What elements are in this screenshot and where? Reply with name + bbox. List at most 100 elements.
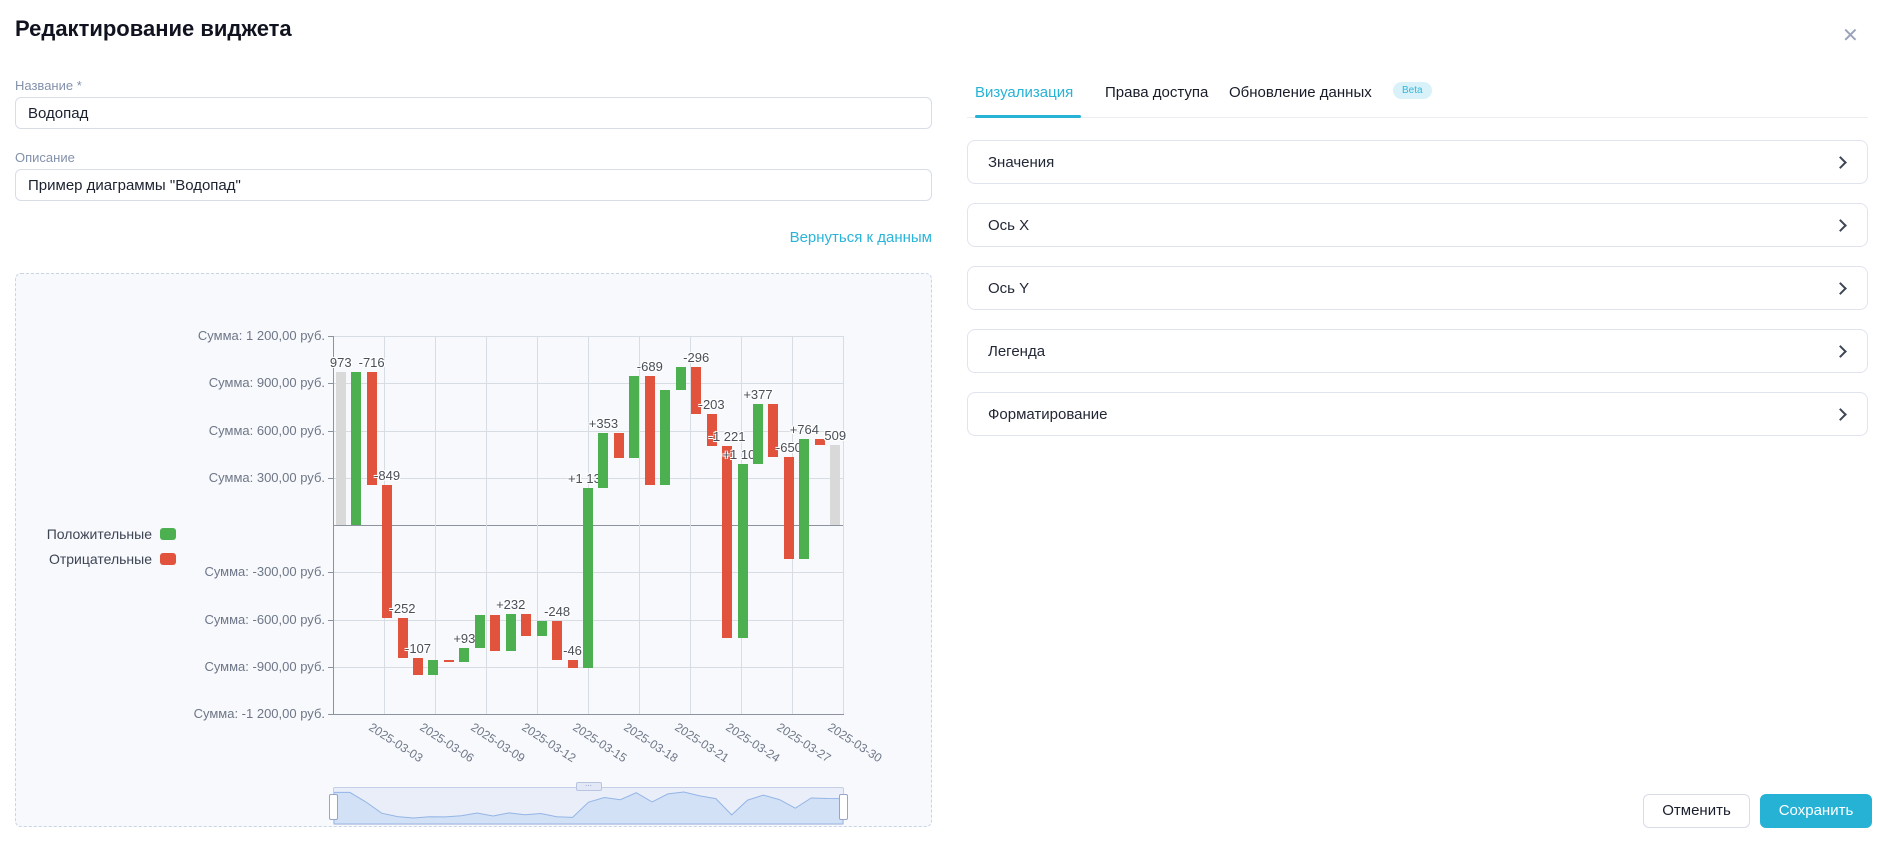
name-input[interactable] <box>15 97 932 129</box>
waterfall-bar <box>660 390 671 485</box>
waterfall-bar <box>799 438 810 560</box>
legend-label: Отрицательные <box>48 551 152 567</box>
y-tick <box>328 714 333 715</box>
bar-value-label: -849 <box>374 467 401 483</box>
y-tick <box>328 619 333 621</box>
y-axis-label: Сумма: 1 200,00 руб. <box>197 328 325 343</box>
x-gridline <box>486 336 487 714</box>
waterfall-bar <box>737 463 748 639</box>
y-tick <box>328 572 333 574</box>
y-tick <box>328 336 333 337</box>
bar-value-label: -248 <box>544 604 571 620</box>
bar-value-label: -1 221 <box>708 428 746 444</box>
waterfall-bar <box>552 621 563 661</box>
bar-value-label: +353 <box>588 415 619 431</box>
beta-badge: Beta <box>1393 82 1432 99</box>
legend-swatch-positive <box>160 528 176 540</box>
waterfall-bar <box>351 371 362 525</box>
bar-value-label: 509 <box>824 427 847 443</box>
description-input[interactable] <box>15 169 932 201</box>
waterfall-bar <box>366 371 377 485</box>
bar-value-label: +377 <box>743 387 773 403</box>
name-field-label: Название * <box>15 78 82 93</box>
y-axis-label: Сумма: -600,00 руб. <box>204 611 325 627</box>
save-button[interactable]: Сохранить <box>1760 794 1872 828</box>
waterfall-bar <box>691 367 702 414</box>
waterfall-bar <box>644 376 655 485</box>
waterfall-bar <box>474 615 485 648</box>
waterfall-bar <box>675 367 686 391</box>
tab-visualization[interactable]: Визуализация <box>975 84 1074 101</box>
bar-value-label: +764 <box>789 421 819 437</box>
waterfall-bar <box>814 438 825 445</box>
widget-preview-panel: Положительные Отрицательные Сумма: 1 200… <box>15 273 932 827</box>
active-tab-underline <box>975 115 1081 118</box>
accordion-formatting[interactable]: Форматирование <box>967 392 1868 436</box>
legend-label: Положительные <box>46 526 152 542</box>
waterfall-bar <box>613 432 624 459</box>
x-gridline <box>843 336 844 714</box>
close-icon[interactable]: ✕ <box>1842 25 1859 47</box>
legend-item-negative: Отрицательные <box>26 551 176 567</box>
bar-value-label: -252 <box>389 601 416 617</box>
waterfall-bar <box>706 413 717 446</box>
datazoom-slider[interactable]: ⋯ <box>329 782 848 825</box>
waterfall-bar <box>490 615 501 651</box>
x-axis-date-label: 2025-03-12 <box>519 720 579 766</box>
bar-value-label: +93 <box>453 630 476 646</box>
waterfall-bar <box>629 376 640 459</box>
accordion-title: Легенда <box>988 343 1046 360</box>
waterfall-bar <box>397 618 408 658</box>
y-tick <box>328 430 333 432</box>
bar-value-label: -716 <box>358 354 385 370</box>
legend-swatch-negative <box>160 553 176 565</box>
accordion-legend[interactable]: Легенда <box>967 329 1868 373</box>
cancel-button[interactable]: Отменить <box>1643 794 1750 828</box>
tab-access-rights[interactable]: Права доступа <box>1105 84 1209 101</box>
bar-value-label: -46 <box>563 643 582 659</box>
waterfall-bar <box>583 488 593 668</box>
x-axis-date-label: 2025-03-03 <box>366 720 426 766</box>
chevron-right-icon <box>1834 156 1847 169</box>
chevron-right-icon <box>1834 282 1847 295</box>
x-gridline <box>435 336 436 714</box>
datazoom-right-handle[interactable] <box>839 794 848 820</box>
accordion-values[interactable]: Значения <box>967 140 1868 184</box>
chevron-right-icon <box>1834 219 1847 232</box>
chart-legend: Положительные Отрицательные <box>26 526 176 576</box>
x-axis-date-label: 2025-03-15 <box>570 720 630 766</box>
x-gridline <box>639 336 640 714</box>
page-title: Редактирование виджета <box>15 16 292 41</box>
waterfall-bar <box>413 657 423 675</box>
y-tick <box>328 383 333 385</box>
bar-value-label: -203 <box>698 396 725 412</box>
bar-value-label: -650 <box>775 439 802 455</box>
chevron-right-icon <box>1834 408 1847 421</box>
y-axis-label: Сумма: 900,00 руб. <box>208 375 325 391</box>
legend-item-positive: Положительные <box>26 526 176 542</box>
description-field-label: Описание <box>15 150 75 165</box>
datazoom-grip-icon[interactable]: ⋯ <box>575 782 602 791</box>
back-to-data-link[interactable]: Вернуться к данным <box>789 229 932 246</box>
bar-value-label: -689 <box>636 359 663 375</box>
bar-value-label: -296 <box>683 350 710 366</box>
accordion-title: Форматирование <box>988 406 1108 423</box>
waterfall-bar <box>521 614 532 637</box>
x-axis-date-label: 2025-03-06 <box>417 720 477 766</box>
bar-value-label: 973 <box>329 354 352 370</box>
accordion-y-axis[interactable]: Ось Y <box>967 266 1868 310</box>
waterfall-bar <box>428 659 439 675</box>
settings-tabs: Визуализация Права доступа Обновление да… <box>967 70 1868 118</box>
datazoom-left-handle[interactable] <box>329 794 338 820</box>
x-gridline <box>333 336 334 714</box>
waterfall-bar <box>382 484 393 619</box>
y-tick <box>328 477 333 479</box>
accordion-x-axis[interactable]: Ось X <box>967 203 1868 247</box>
bar-value-label: +1 109 <box>722 446 763 462</box>
x-axis-date-label: 2025-03-21 <box>672 720 732 766</box>
waterfall-bar <box>768 404 779 457</box>
tab-data-refresh[interactable]: Обновление данных <box>1229 84 1372 101</box>
accordion-title: Ось X <box>988 217 1030 234</box>
waterfall-bar <box>753 404 763 464</box>
accordion-title: Ось Y <box>988 280 1030 297</box>
